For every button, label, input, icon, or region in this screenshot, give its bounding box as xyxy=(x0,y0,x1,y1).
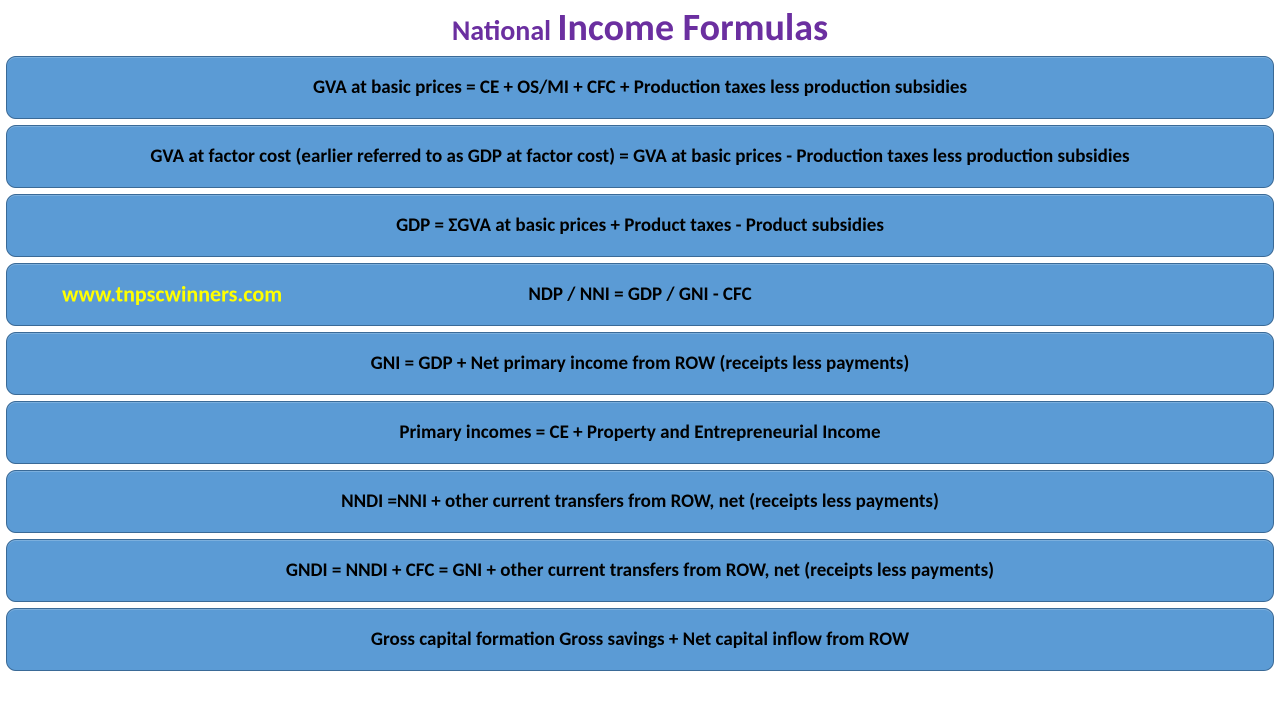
formula-text: GNDI = NNDI + CFC = GNI + other current … xyxy=(286,559,994,582)
formula-row: Primary incomes = CE + Property and Entr… xyxy=(6,401,1274,464)
formula-row: GNDI = NNDI + CFC = GNI + other current … xyxy=(6,539,1274,602)
page-title: National Income Formulas xyxy=(6,8,1274,50)
formula-text: NNDI =NNI + other current transfers from… xyxy=(341,490,939,513)
formula-row: Gross capital formation Gross savings + … xyxy=(6,608,1274,671)
watermark-text: www.tnpscwinners.com xyxy=(62,281,282,308)
formula-text: GDP = ΣGVA at basic prices + Product tax… xyxy=(396,214,884,237)
formula-text: GNI = GDP + Net primary income from ROW … xyxy=(371,352,910,375)
formula-row: GVA at basic prices = CE + OS/MI + CFC +… xyxy=(6,56,1274,119)
formula-row: GVA at factor cost (earlier referred to … xyxy=(6,125,1274,188)
formula-row: GDP = ΣGVA at basic prices + Product tax… xyxy=(6,194,1274,257)
formula-text: NDP / NNI = GDP / GNI - CFC xyxy=(528,283,751,306)
title-part2: Income Formulas xyxy=(557,5,828,51)
formula-row: NNDI =NNI + other current transfers from… xyxy=(6,470,1274,533)
formula-row: NDP / NNI = GDP / GNI - CFC www.tnpscwinn… xyxy=(6,263,1274,326)
formula-text: GVA at factor cost (earlier referred to … xyxy=(150,145,1129,168)
title-part1: National xyxy=(452,13,558,48)
formula-text: GVA at basic prices = CE + OS/MI + CFC +… xyxy=(313,76,967,99)
formula-text: Gross capital formation Gross savings + … xyxy=(371,628,909,651)
formula-row: GNI = GDP + Net primary income from ROW … xyxy=(6,332,1274,395)
formula-list: GVA at basic prices = CE + OS/MI + CFC +… xyxy=(6,56,1274,671)
formula-text: Primary incomes = CE + Property and Entr… xyxy=(399,421,880,444)
infographic-container: National Income Formulas GVA at basic pr… xyxy=(0,0,1280,683)
